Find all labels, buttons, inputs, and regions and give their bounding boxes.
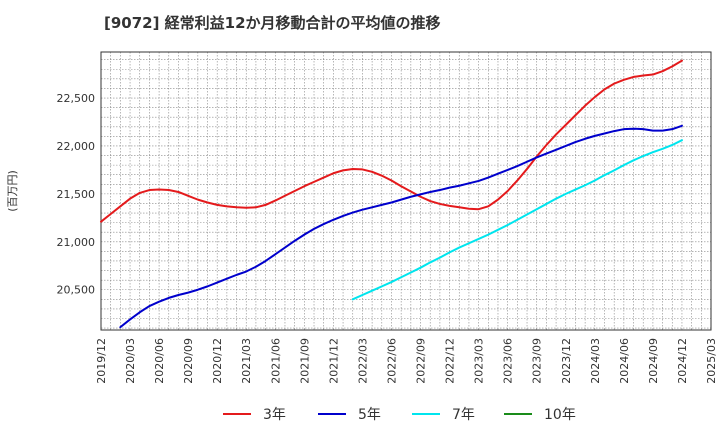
x-tick-label: 2023/12 xyxy=(560,338,573,384)
x-tick-label: 2023/03 xyxy=(473,338,486,384)
series-line-2 xyxy=(119,124,683,329)
x-tick-label: 2023/06 xyxy=(502,338,515,384)
y-tick-label: 21,000 xyxy=(57,236,96,249)
y-axis-label: (百万円) xyxy=(6,170,19,212)
legend-label-2: 5年 xyxy=(358,407,381,423)
series-line-3 xyxy=(351,139,683,301)
x-tick-label: 2022/12 xyxy=(444,338,457,384)
x-tick-label: 2020/06 xyxy=(153,338,166,384)
legend-label-3: 7年 xyxy=(452,407,475,423)
chart-title: [9072] 経常利益12か月移動合計の平均値の推移 xyxy=(104,14,441,32)
x-tick-label: 2025/03 xyxy=(705,338,718,384)
x-tick-label: 2023/09 xyxy=(531,338,544,384)
x-tick-label: 2021/06 xyxy=(269,338,282,384)
x-tick-label: 2020/12 xyxy=(211,338,224,384)
x-tick-label: 2019/12 xyxy=(95,338,108,384)
legend-label-4: 10年 xyxy=(544,407,576,423)
x-tick-label: 2024/06 xyxy=(618,338,631,384)
y-tick-label: 20,500 xyxy=(57,284,96,297)
x-tick-label: 2024/03 xyxy=(589,338,602,384)
y-tick-label: 22,500 xyxy=(57,92,96,105)
legend-label-1: 3年 xyxy=(263,407,286,423)
x-tick-label: 2021/03 xyxy=(240,338,253,384)
y-tick-label: 22,000 xyxy=(57,140,96,153)
plot-frame xyxy=(100,51,712,331)
x-tick-label: 2024/12 xyxy=(676,338,689,384)
x-tick-label: 2022/06 xyxy=(385,338,398,384)
x-tick-label: 2020/03 xyxy=(124,338,137,384)
x-tick-label: 2021/09 xyxy=(298,338,311,384)
x-tick-label: 2020/09 xyxy=(182,338,195,384)
x-tick-label: 2022/09 xyxy=(415,338,428,384)
x-tick-label: 2021/12 xyxy=(327,338,340,384)
y-tick-label: 21,500 xyxy=(57,188,96,201)
series-line-1 xyxy=(100,59,683,223)
x-tick-label: 2022/03 xyxy=(356,338,369,384)
x-tick-label: 2024/09 xyxy=(647,338,660,384)
